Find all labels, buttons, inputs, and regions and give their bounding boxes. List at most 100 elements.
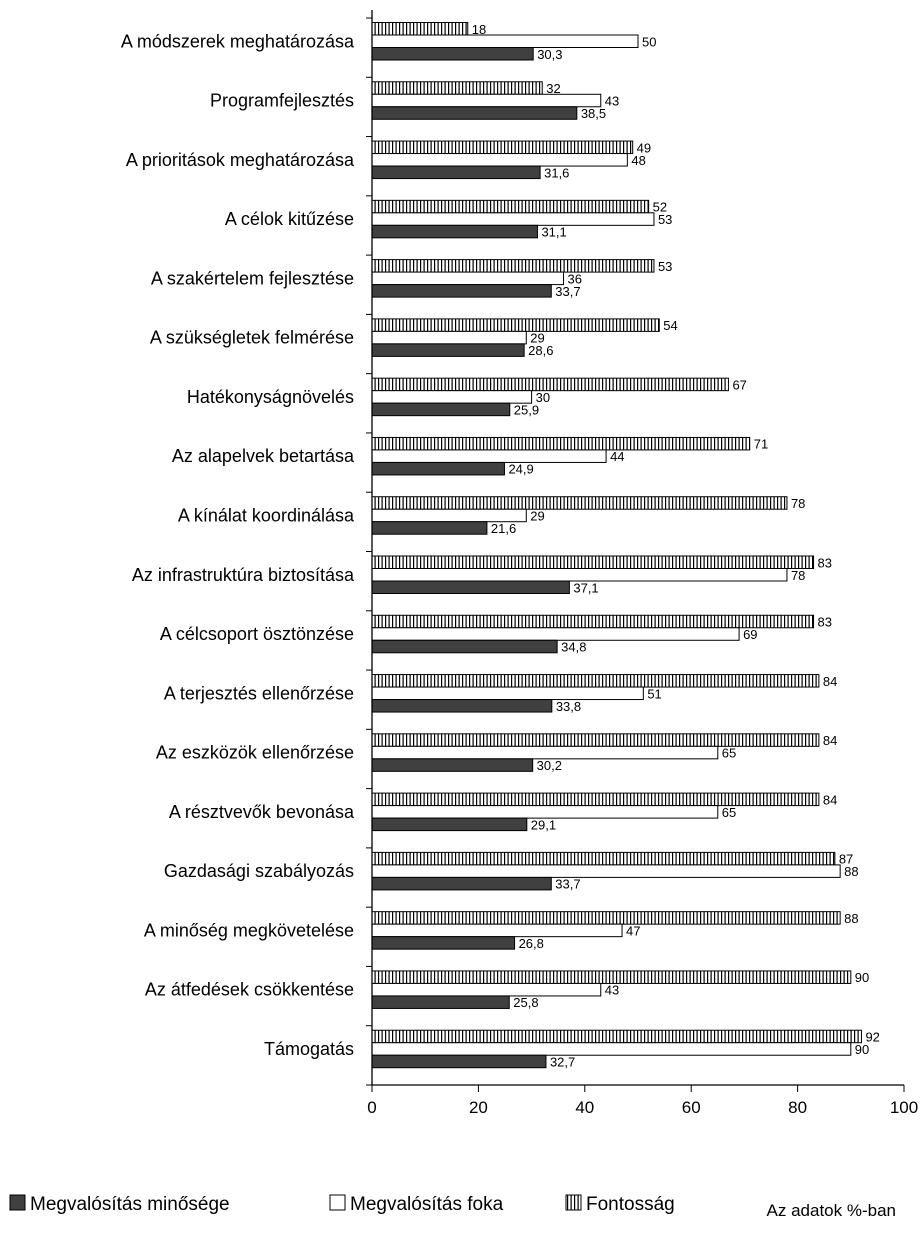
- value-label: 18: [472, 22, 486, 37]
- bar-none: [371, 449, 607, 463]
- bar-vertical-stripes: [371, 851, 836, 866]
- bar-solid: [371, 461, 505, 476]
- category-label: A módszerek meghatározása: [121, 31, 355, 51]
- value-label: 54: [663, 318, 677, 333]
- value-label: 30: [536, 390, 550, 405]
- category-label: Gazdasági szabályozás: [164, 861, 354, 881]
- value-label: 34,8: [561, 640, 586, 655]
- x-tick-label: 60: [682, 1098, 701, 1117]
- value-label: 33,7: [555, 877, 580, 892]
- bar-solid: [371, 284, 552, 298]
- value-label: 65: [722, 805, 736, 820]
- category-label: Az infrastruktúra biztosítása: [132, 565, 355, 585]
- plot-area: A módszerek meghatározása 18 50 30,3 Program…: [121, 22, 880, 1070]
- bar-solid: [371, 343, 525, 357]
- value-label: 83: [818, 555, 832, 570]
- bar-none: [371, 923, 623, 938]
- legend-entry: Megvalósítás foka: [350, 1194, 504, 1215]
- bar-none: [371, 568, 788, 582]
- bar-none: [371, 627, 740, 641]
- value-label: 65: [722, 746, 736, 761]
- legend-swatch-solid: [9, 1194, 26, 1211]
- bar-vertical-stripes: [371, 614, 815, 629]
- bar-solid: [371, 758, 534, 772]
- category-label: A minőség megkövetelése: [144, 920, 354, 940]
- category-label: A terjesztés ellenőrzése: [164, 683, 354, 703]
- bar-vertical-stripes: [371, 199, 650, 214]
- bar-solid: [371, 165, 541, 180]
- bar-none: [371, 508, 527, 523]
- bar-vertical-stripes: [371, 318, 660, 332]
- bar-vertical-stripes: [371, 1029, 862, 1044]
- bar-none: [371, 34, 639, 48]
- x-tick-label: 20: [469, 1098, 488, 1117]
- category-label: A célcsoport ösztönzése: [160, 624, 354, 644]
- legend-swatch-vertical-stripes: [565, 1194, 582, 1211]
- value-label: 84: [823, 733, 837, 748]
- value-label: 29: [530, 508, 544, 523]
- value-label: 90: [855, 970, 869, 985]
- value-label: 84: [823, 674, 837, 689]
- bar-none: [371, 982, 602, 997]
- value-label: 87: [839, 852, 853, 867]
- value-label: 24,9: [508, 462, 533, 477]
- value-label: 92: [865, 1029, 879, 1044]
- category-label: A szükségletek felmérése: [150, 328, 354, 348]
- bar-none: [371, 153, 628, 167]
- bar-solid: [371, 106, 578, 120]
- bar-vertical-stripes: [371, 555, 815, 569]
- bar-none: [371, 864, 841, 878]
- category-label: A célok kitűzése: [225, 209, 354, 229]
- value-label: 50: [642, 34, 656, 49]
- value-label: 33,8: [556, 699, 581, 714]
- value-label: 78: [791, 568, 805, 583]
- value-label: 37,1: [573, 580, 598, 595]
- bar-none: [371, 686, 644, 701]
- bar-none: [371, 93, 602, 108]
- value-label: 43: [605, 94, 619, 109]
- value-label: 26,8: [519, 936, 544, 951]
- value-label: 67: [732, 377, 746, 392]
- x-tick-label: 0: [367, 1098, 376, 1117]
- bar-solid: [371, 817, 528, 832]
- value-label: 84: [823, 792, 837, 807]
- category-label: Hatékonyságnövelés: [187, 387, 354, 407]
- data-unit-note: Az adatok %-ban: [767, 1201, 896, 1220]
- value-label: 36: [568, 271, 582, 286]
- value-label: 32,7: [550, 1054, 575, 1069]
- bar-none: [371, 271, 565, 286]
- bar-vertical-stripes: [371, 81, 543, 95]
- legend-entry: Fontosság: [586, 1194, 675, 1215]
- bar-solid: [371, 1054, 547, 1069]
- legend: Megvalósítás minősége Megvalósítás foka Fo…: [9, 1194, 896, 1220]
- bar-vertical-stripes: [371, 733, 820, 747]
- bar-none: [371, 330, 527, 345]
- bar-none: [371, 745, 719, 760]
- value-label: 44: [610, 449, 624, 464]
- bar-solid: [371, 521, 488, 535]
- value-label: 28,6: [528, 343, 553, 358]
- x-tick-label: 80: [788, 1098, 807, 1117]
- bar-vertical-stripes: [371, 259, 655, 273]
- bar-vertical-stripes: [371, 140, 634, 155]
- bar-vertical-stripes: [371, 377, 729, 392]
- value-label: 47: [626, 923, 640, 938]
- value-label: 29: [530, 331, 544, 346]
- value-label: 30,3: [537, 47, 562, 62]
- bar-solid: [371, 936, 516, 950]
- legend-entry: Megvalósítás minősége: [30, 1194, 230, 1215]
- bar-none: [371, 212, 655, 226]
- value-label: 31,6: [544, 165, 569, 180]
- category-label: A szakértelem fejlesztése: [151, 268, 354, 288]
- x-tick-label: 100: [890, 1098, 918, 1117]
- bar-none: [371, 1042, 852, 1056]
- bar-solid: [371, 995, 510, 1009]
- value-label: 31,1: [541, 225, 566, 240]
- value-label: 83: [818, 615, 832, 630]
- bar-solid: [371, 402, 511, 417]
- value-label: 38,5: [581, 106, 606, 121]
- value-label: 69: [743, 627, 757, 642]
- category-label: A prioritások meghatározása: [126, 150, 355, 170]
- bar-solid: [371, 224, 538, 239]
